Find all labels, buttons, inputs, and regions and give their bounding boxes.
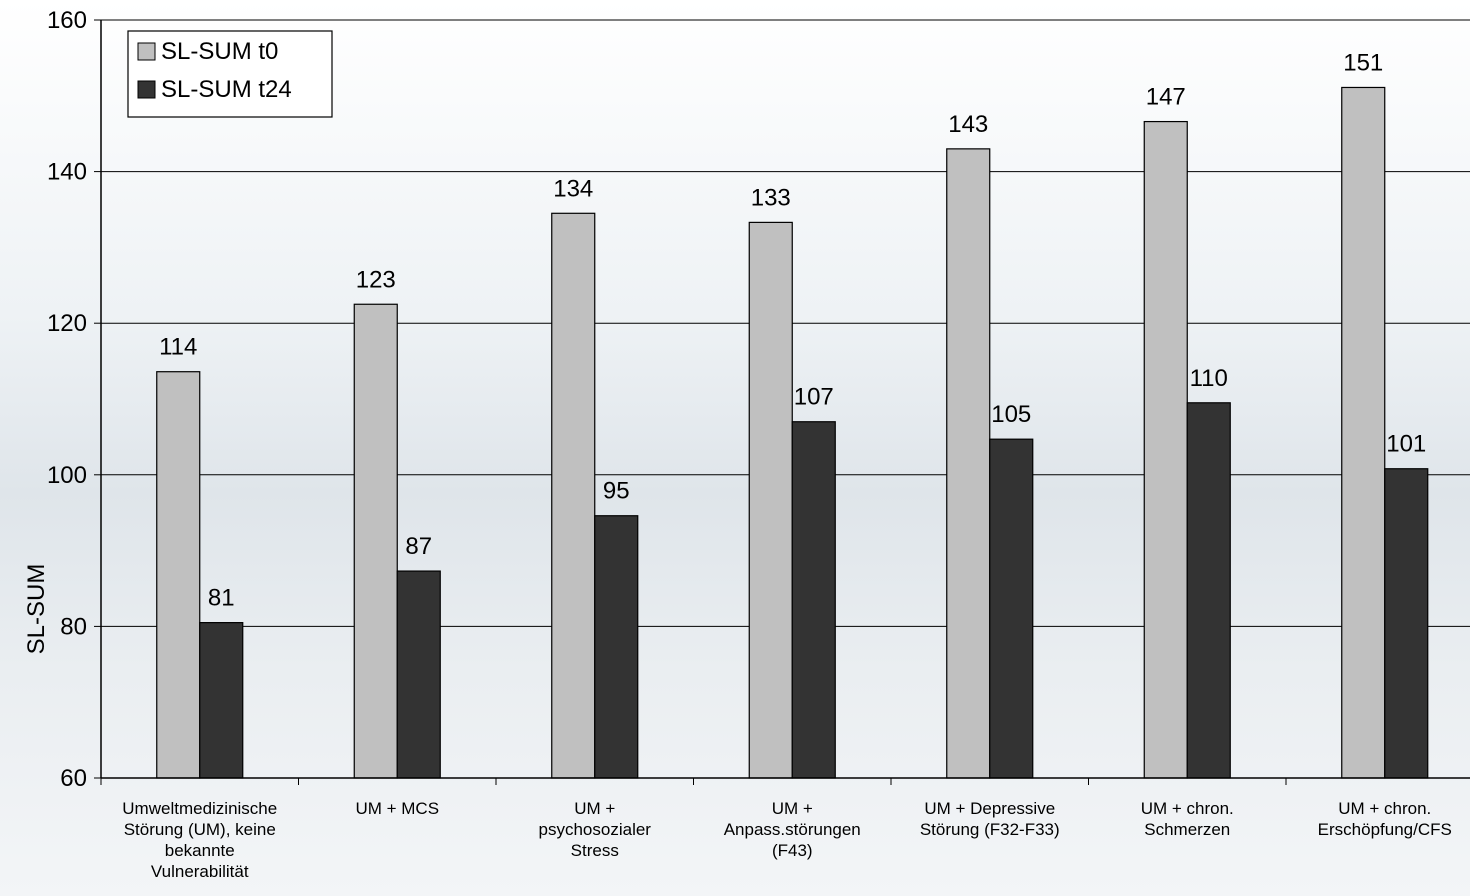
x-category-label-line: Anpass.störungen (724, 820, 861, 839)
data-label-t0: 134 (553, 175, 593, 202)
bar-t0 (551, 212, 596, 779)
y-tick-label: 140 (47, 159, 87, 186)
x-category-label-line: UM + chron. (1338, 799, 1431, 818)
bar-t0 (1143, 120, 1188, 779)
bar-t0 (156, 371, 201, 779)
data-label-t24: 107 (794, 384, 834, 411)
x-category-label-line: Erschöpfung/CFS (1318, 820, 1452, 839)
x-category-label-line: psychosozialer (539, 820, 652, 839)
data-label-t24: 101 (1386, 431, 1426, 458)
data-label-t0: 147 (1146, 84, 1186, 111)
x-category-label-line: Schmerzen (1144, 820, 1230, 839)
data-label-t24: 95 (603, 478, 630, 505)
data-label-t24: 87 (405, 533, 432, 560)
data-label-t24: 81 (208, 585, 235, 612)
x-category-label: UM + Depressive Störung (F32-F33) (920, 799, 1060, 839)
bar-t24 (791, 421, 836, 779)
y-axis-label: SL-SUM (23, 564, 50, 655)
legend-box (127, 30, 333, 118)
data-label-t24: 105 (991, 401, 1031, 428)
x-category-label-line: (F43) (772, 841, 813, 860)
y-tick-label: 80 (60, 613, 87, 640)
bar-t0 (353, 303, 398, 779)
bar-t24 (594, 515, 639, 779)
x-category-label: UM + chron. Schmerzen (1141, 799, 1234, 839)
data-label-t0: 114 (159, 334, 197, 361)
data-label-t0: 143 (948, 111, 988, 138)
y-tick-label: 60 (60, 765, 87, 792)
x-category-label-line: Vulnerabilität (151, 862, 249, 881)
legend-label-t0: SL-SUM t0 (161, 38, 278, 65)
legend-swatch-t24 (137, 80, 156, 99)
legend-label-t24: SL-SUM t24 (161, 76, 292, 103)
x-category-label-line: UM + (772, 799, 813, 818)
bar-t24 (1384, 468, 1429, 779)
data-label-t24: 110 (1190, 365, 1228, 392)
bar-t0 (1341, 86, 1386, 779)
bar-t0 (946, 148, 991, 779)
x-category-label: UM + chron. Erschöpfung/CFS (1318, 799, 1452, 839)
x-category-label-line: Umweltmedizinische (122, 799, 277, 818)
x-category-label-line: Störung (UM), keine (124, 820, 276, 839)
bar-t0 (748, 221, 793, 779)
x-category-label-line: UM + Depressive (924, 799, 1055, 818)
x-category-label-line: UM + chron. (1141, 799, 1234, 818)
y-tick-label: 160 (47, 7, 87, 34)
data-label-t0: 123 (356, 266, 396, 293)
data-label-t0: 151 (1343, 49, 1383, 76)
bar-t24 (396, 570, 441, 779)
legend-swatch-t0 (137, 42, 156, 61)
y-tick-label: 100 (47, 462, 87, 489)
data-label-t0: 133 (751, 184, 791, 211)
y-tick-label: 120 (47, 310, 87, 337)
bar-t24 (1186, 402, 1231, 779)
x-category-label-line: UM + (574, 799, 615, 818)
x-category-label: UM + psychosozialer Stress (539, 799, 652, 860)
x-category-label: Umweltmedizinische Störung (UM), keine bek… (122, 799, 277, 881)
bar-t24 (989, 438, 1034, 779)
bar-t24 (199, 622, 244, 779)
x-category-label-line: Stress (571, 841, 619, 860)
x-category-label: UM + MCS (355, 799, 439, 818)
x-category-label-line: UM + MCS (355, 799, 439, 818)
x-category-label-line: bekannte (165, 841, 235, 860)
x-category-label-line: Störung (F32-F33) (920, 820, 1060, 839)
x-category-label: UM + Anpass.störungen (F43) (724, 799, 861, 860)
